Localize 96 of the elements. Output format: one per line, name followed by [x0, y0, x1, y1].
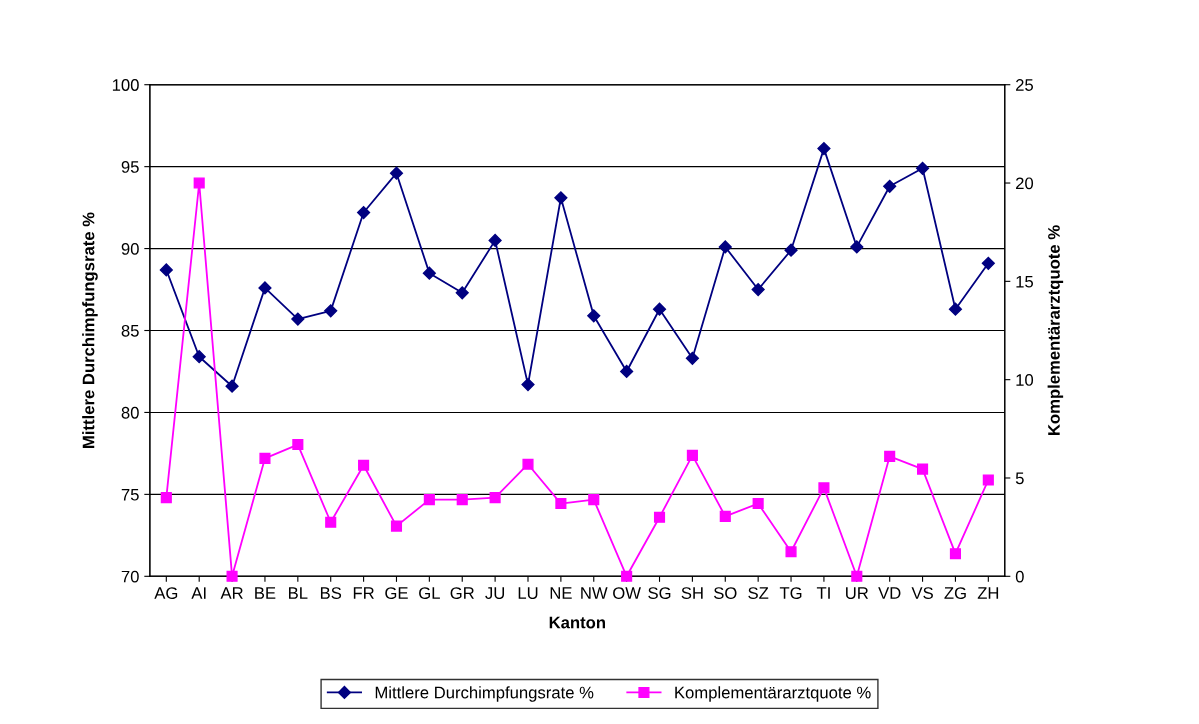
x-tick-label: UR [846, 587, 869, 599]
point [389, 166, 404, 180]
y-tick-label: 95 [121, 161, 139, 173]
point [652, 302, 667, 316]
point [226, 570, 238, 582]
point [390, 520, 403, 532]
x-tick-label: OW [613, 587, 641, 599]
x-tick-label: GE [385, 587, 408, 599]
y-tick-label: 85 [121, 324, 139, 337]
x-tick-label: JU [485, 587, 505, 599]
point [160, 492, 172, 504]
x-tick-label: AR [220, 587, 243, 599]
x-tick-label: GR [450, 587, 474, 599]
point [193, 177, 205, 189]
point [948, 302, 963, 316]
point [587, 309, 601, 323]
point [357, 205, 371, 220]
point [817, 142, 831, 156]
point [225, 379, 239, 393]
point [851, 570, 863, 582]
point [653, 511, 666, 523]
point [588, 494, 600, 506]
point [358, 459, 370, 471]
point [915, 161, 930, 175]
point [554, 191, 568, 205]
x-tick-label: LU [518, 587, 538, 599]
y-tick-label: 100 [112, 79, 139, 91]
point [751, 282, 765, 297]
y2-tick-label: 10 [1016, 374, 1034, 386]
point [292, 439, 304, 451]
x-tick-label: SH [681, 587, 703, 599]
x-tick-label: VD [878, 587, 901, 599]
point [456, 494, 468, 506]
y2-tick-label: 20 [1016, 177, 1034, 190]
x-tick-label: GL [419, 587, 440, 599]
x-tick-label: ZG [944, 587, 966, 599]
y-tick-label: 75 [121, 488, 139, 501]
x-tick-label: TG [779, 587, 802, 599]
legend-label: Mittlere Durchimpfungsrate % [375, 686, 594, 702]
y2-tick-label: 5 [1015, 472, 1024, 485]
y-tick-label: 80 [121, 406, 139, 419]
x-tick-label: NE [550, 587, 572, 599]
point [685, 351, 699, 365]
point [981, 256, 995, 270]
legend-label: Komplementärarztquote % [675, 686, 871, 702]
point [291, 312, 305, 326]
y2-tick-label: 25 [1016, 79, 1034, 91]
point [818, 482, 830, 494]
x-tick-label: NW [581, 587, 608, 599]
point [917, 463, 929, 475]
point [324, 304, 338, 318]
point [258, 281, 272, 295]
x-tick-label: AI [191, 587, 206, 599]
point [455, 286, 469, 300]
x-tick-label: FR [353, 587, 374, 599]
point [522, 458, 534, 470]
x-tick-label: BS [320, 587, 342, 599]
point [159, 263, 173, 277]
point [488, 233, 502, 247]
point [949, 548, 961, 560]
point [259, 452, 271, 464]
x-tick-label: AG [154, 587, 178, 599]
point [686, 449, 698, 461]
point [192, 350, 206, 364]
point [884, 450, 896, 462]
point [784, 243, 798, 257]
point [620, 364, 634, 379]
point [883, 179, 897, 193]
point [718, 240, 732, 254]
y2-tick-label: 15 [1016, 275, 1034, 288]
x-tick-label: ZH [977, 587, 999, 599]
x-tick-label: BE [255, 587, 276, 599]
point [621, 570, 633, 582]
point [555, 497, 567, 510]
x-tick-label: TI [816, 587, 830, 599]
x-axis-title: Kanton [549, 616, 605, 629]
point [423, 494, 435, 506]
x-tick-label: SG [648, 587, 671, 599]
y2-tick-label: 0 [1015, 570, 1024, 583]
point [785, 546, 797, 558]
point [325, 516, 337, 528]
y-tick-label: 90 [121, 242, 139, 255]
point [982, 474, 994, 486]
y2-axis-title: Komplementärarztquote % [1047, 225, 1064, 435]
x-tick-label: SO [714, 587, 737, 599]
y-axis-title: Mittlere Durchimpfungsrate % [82, 212, 98, 448]
x-tick-label: VS [911, 587, 933, 599]
point [489, 492, 501, 504]
y-tick-label: 70 [121, 570, 139, 583]
point [850, 240, 864, 254]
x-tick-label: SZ [748, 587, 769, 599]
x-tick-label: BL [289, 587, 308, 599]
point [719, 510, 731, 522]
point [422, 266, 436, 280]
point [521, 377, 535, 392]
point [752, 497, 764, 510]
